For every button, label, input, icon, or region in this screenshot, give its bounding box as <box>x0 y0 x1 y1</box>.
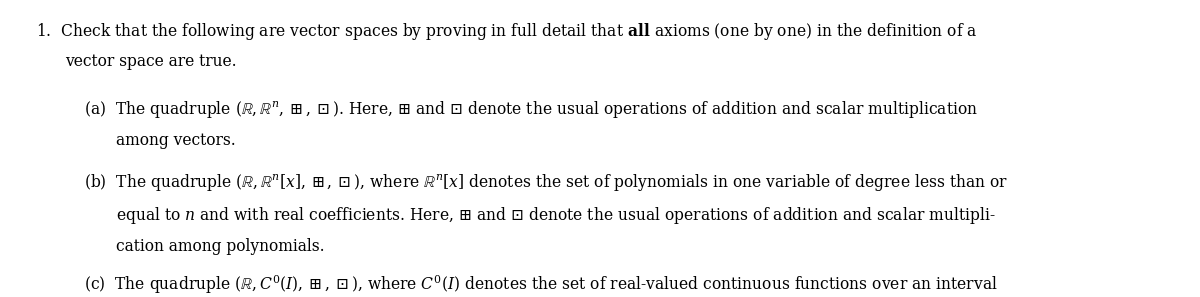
Text: equal to $n$ and with real coefficients. Here, $\boxplus$ and $\boxdot$ denote t: equal to $n$ and with real coefficients.… <box>116 205 996 226</box>
Text: among vectors.: among vectors. <box>116 132 236 149</box>
Text: cation among polynomials.: cation among polynomials. <box>116 238 325 255</box>
Text: (a)  The quadruple $(\mathbb{R}, \mathbb{R}^n, \boxplus, \boxdot)$. Here, $\boxp: (a) The quadruple $(\mathbb{R}, \mathbb{… <box>84 99 978 121</box>
Text: (c)  The quadruple $(\mathbb{R}, C^0(I), \boxplus, \boxdot)$, where $C^0(I)$ den: (c) The quadruple $(\mathbb{R}, C^0(I), … <box>84 273 997 296</box>
Text: (b)  The quadruple $(\mathbb{R}, \mathbb{R}^n[x], \boxplus, \boxdot)$, where $\m: (b) The quadruple $(\mathbb{R}, \mathbb{… <box>84 172 1008 193</box>
Text: vector space are true.: vector space are true. <box>65 53 236 70</box>
Text: 1.  Check that the following are vector spaces by proving in full detail that $\: 1. Check that the following are vector s… <box>36 21 978 42</box>
